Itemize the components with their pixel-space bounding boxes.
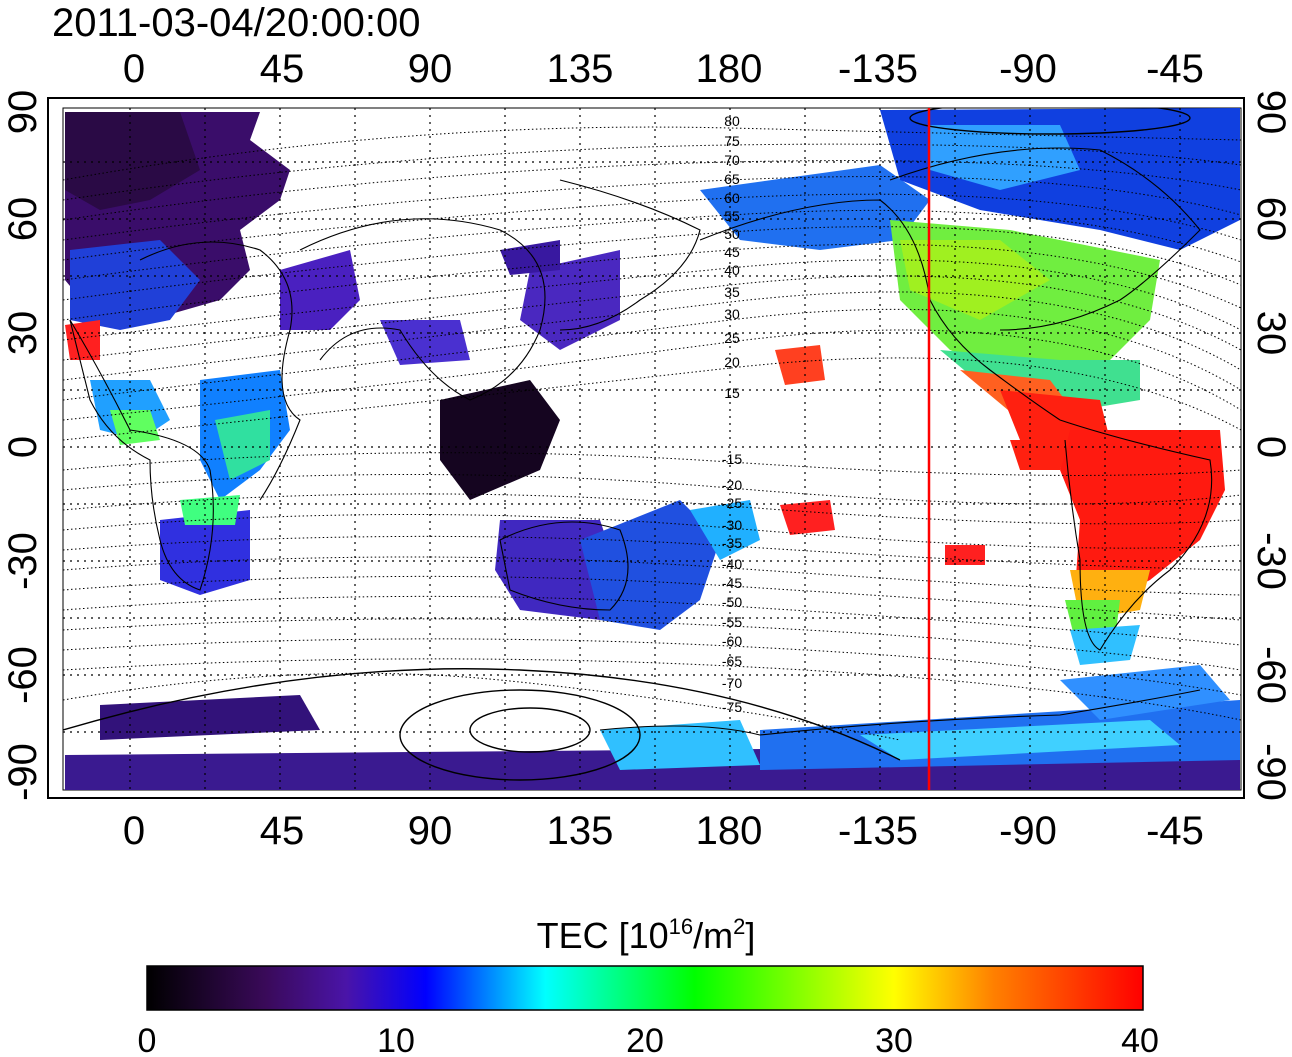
contour-label-north: 70 (724, 152, 740, 168)
left-lat-label: 60 (1, 197, 45, 242)
bottom-lon-label: 0 (123, 809, 145, 853)
colorbar (146, 965, 1144, 1011)
right-lat-label: -60 (1249, 646, 1292, 704)
contour-label-south: -65 (722, 653, 742, 669)
right-lat-label: 30 (1249, 311, 1292, 356)
bottom-longitude-axis: 0 45 90 135 180 -135 -90 -45 (123, 809, 1204, 853)
contour-label-north: 20 (724, 354, 740, 370)
contour-label-south: -35 (722, 535, 742, 551)
contour-label-north: 65 (724, 171, 740, 187)
contour-label-north: 25 (724, 330, 740, 346)
contour-value-labels: 80 75 70 65 60 55 50 45 40 35 30 25 20 15 -15 -20 -25 -30… (722, 113, 742, 715)
bottom-lon-label: -45 (1146, 809, 1204, 853)
contour-label-south: -30 (722, 517, 742, 533)
timestamp-title: 2011-03-04/20:00:00 (52, 1, 420, 45)
bottom-lon-label: -135 (838, 809, 918, 853)
left-latitude-axis: 90 60 30 0 -30 -60 -90 (1, 90, 45, 801)
bottom-lon-label: 90 (408, 809, 453, 853)
contour-label-south: -15 (722, 451, 742, 467)
contour-label-south: -25 (722, 495, 742, 511)
contour-label-south: -50 (722, 594, 742, 610)
bottom-lon-label: 135 (547, 809, 614, 853)
right-lat-label: 0 (1249, 436, 1292, 458)
bottom-lon-label: -90 (999, 809, 1057, 853)
colorbar-title-exp1: 16 (669, 914, 693, 939)
colorbar-tick-label: 10 (377, 1022, 415, 1057)
contour-label-north: 15 (724, 385, 740, 401)
colorbar-title-suffix: ] (745, 915, 755, 956)
bottom-lon-label: 180 (696, 809, 763, 853)
contour-label-south: -55 (722, 614, 742, 630)
top-lon-label: -135 (838, 47, 918, 91)
top-lon-label: 45 (260, 47, 305, 91)
colorbar-title-exp2: 2 (733, 914, 745, 939)
left-lat-label: 0 (1, 436, 45, 458)
left-lat-label: -90 (1, 743, 45, 801)
contour-label-south: -45 (722, 575, 742, 591)
left-lat-label: 30 (1, 311, 45, 356)
contour-label-south: -70 (722, 675, 742, 691)
contour-label-north: 40 (724, 262, 740, 278)
left-lat-label: -30 (1, 532, 45, 590)
contour-label-north: 75 (724, 133, 740, 149)
graticule (63, 108, 1241, 790)
top-lon-label: -90 (999, 47, 1057, 91)
left-lat-label: 90 (1, 90, 45, 135)
right-latitude-axis: 90 60 30 0 -30 -60 -90 (1249, 90, 1292, 801)
contour-label-south: -40 (722, 556, 742, 572)
contour-label-north: 50 (724, 226, 740, 242)
auroral-contours (63, 108, 1191, 781)
colorbar-title-prefix: TEC [10 (537, 915, 669, 956)
colorbar-tick-label: 30 (875, 1022, 913, 1057)
bottom-lon-label: 45 (260, 809, 305, 853)
coastlines (69, 147, 1213, 736)
contour-label-north: 35 (724, 284, 740, 300)
colorbar-title: TEC [1016/m2] (537, 914, 756, 956)
tec-data-layer (65, 108, 1240, 790)
contour-label-north: 80 (724, 113, 740, 129)
contour-label-south: -75 (722, 699, 742, 715)
right-lat-label: 90 (1249, 90, 1292, 135)
right-lat-label: 60 (1249, 197, 1292, 242)
top-lon-label: 135 (547, 47, 614, 91)
right-lat-label: -30 (1249, 532, 1292, 590)
top-lon-label: 180 (696, 47, 763, 91)
left-lat-label: -60 (1, 646, 45, 704)
contour-label-north: 30 (724, 306, 740, 322)
contour-label-north: 55 (724, 208, 740, 224)
colorbar-tick-label: 0 (138, 1022, 157, 1057)
contour-label-south: -60 (722, 633, 742, 649)
colorbar-title-mid: /m (693, 915, 733, 956)
top-lon-label: 0 (123, 47, 145, 91)
right-lat-label: -90 (1249, 743, 1292, 801)
top-lon-label: 90 (408, 47, 453, 91)
colorbar-tick-label: 20 (626, 1022, 664, 1057)
colorbar-ticks: 0 10 20 30 40 (138, 1022, 1159, 1057)
top-longitude-axis: 0 45 90 135 180 -135 -90 -45 (123, 47, 1204, 91)
colorbar-tick-label: 40 (1121, 1022, 1159, 1057)
contour-label-north: 60 (724, 190, 740, 206)
contour-label-south: -20 (722, 477, 742, 493)
top-lon-label: -45 (1146, 47, 1204, 91)
contour-label-north: 45 (724, 244, 740, 260)
